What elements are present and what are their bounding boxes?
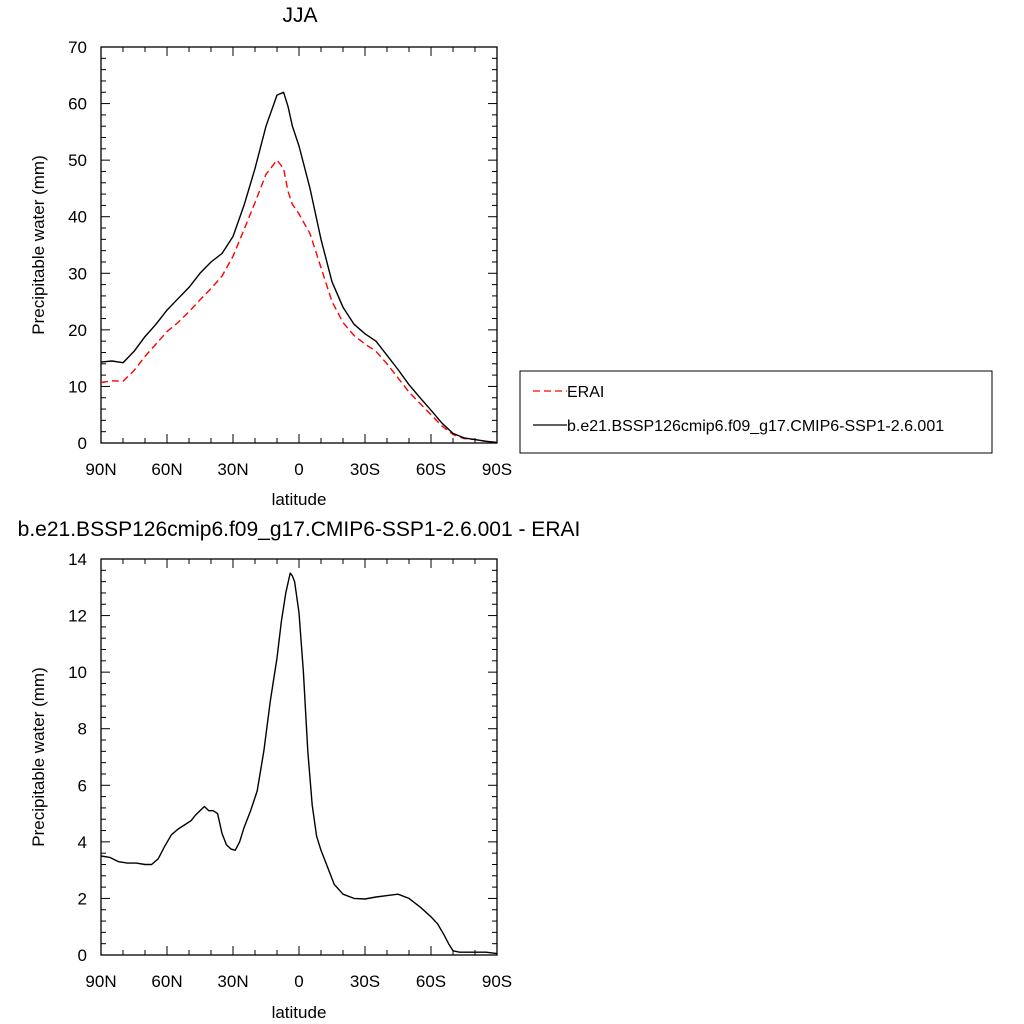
y-tick-label: 0 [78,946,87,965]
x-tick-label: 90S [482,460,512,479]
y-tick-label: 30 [68,264,87,283]
y-axis-label: Precipitable water (mm) [29,155,48,335]
x-tick-label: 60N [151,460,182,479]
y-tick-label: 0 [78,434,87,453]
y-tick-label: 20 [68,321,87,340]
legend-label-model: b.e21.BSSP126cmip6.f09_g17.CMIP6-SSP1-2.… [567,418,944,435]
series-lines [100,572,498,955]
y-tick-label: 4 [78,833,87,852]
x-tick-label: 30N [217,972,248,991]
y-tick-label: 10 [68,663,87,682]
y-tick-label: 6 [78,776,87,795]
x-tick-label: 90N [85,972,116,991]
y-tick-label: 70 [68,38,87,57]
x-tick-label: 0 [294,460,303,479]
precipitable-water-difference-panel: b.e21.BSSP126cmip6.f09_g17.CMIP6-SSP1-2.… [18,518,581,1022]
plot-frame [100,46,498,444]
y-tick-label: 2 [78,889,87,908]
y-tick-label: 10 [68,377,87,396]
x-axis-label: latitude [272,1003,327,1022]
legend-box [519,370,993,454]
chart-title: b.e21.BSSP126cmip6.f09_g17.CMIP6-SSP1-2.… [18,518,581,541]
chart-title: JJA [282,4,317,27]
x-tick-label: 60N [151,972,182,991]
y-axis-label: Precipitable water (mm) [29,667,48,847]
x-tick-label: 30S [350,972,380,991]
axis-ticks: 0 2 4 6 8 10 12 14 90N 60N 30N 0 30S 60S 90S [68,550,512,991]
x-tick-label: 30S [350,460,380,479]
y-tick-label: 50 [68,151,87,170]
y-tick-label: 12 [68,607,87,626]
y-tick-label: 60 [68,95,87,114]
series-line-model [100,91,498,444]
x-axis-label: latitude [272,490,327,509]
series-lines [100,91,498,444]
legend-label-erai: ERAI [567,384,604,401]
precipitable-water-jja-panel: JJA 0 10 20 30 40 50 60 70 90N 60N 30N 0 30S 60S 90S P… [29,4,512,509]
series-line-difference [100,572,498,955]
y-tick-label: 40 [68,208,87,227]
y-tick-label: 8 [78,720,87,739]
legend: ERAI b.e21.BSSP126cmip6.f09_g17.CMIP6-SS… [519,370,993,454]
x-tick-label: 90S [482,972,512,991]
y-tick-label: 14 [68,550,87,569]
axis-ticks: 0 10 20 30 40 50 60 70 90N 60N 30N 0 30S 60S 90S [68,38,512,479]
x-tick-label: 60S [416,972,446,991]
x-tick-label: 0 [294,972,303,991]
x-tick-label: 60S [416,460,446,479]
x-tick-label: 30N [217,460,248,479]
x-tick-label: 90N [85,460,116,479]
series-line-erai [100,159,498,444]
